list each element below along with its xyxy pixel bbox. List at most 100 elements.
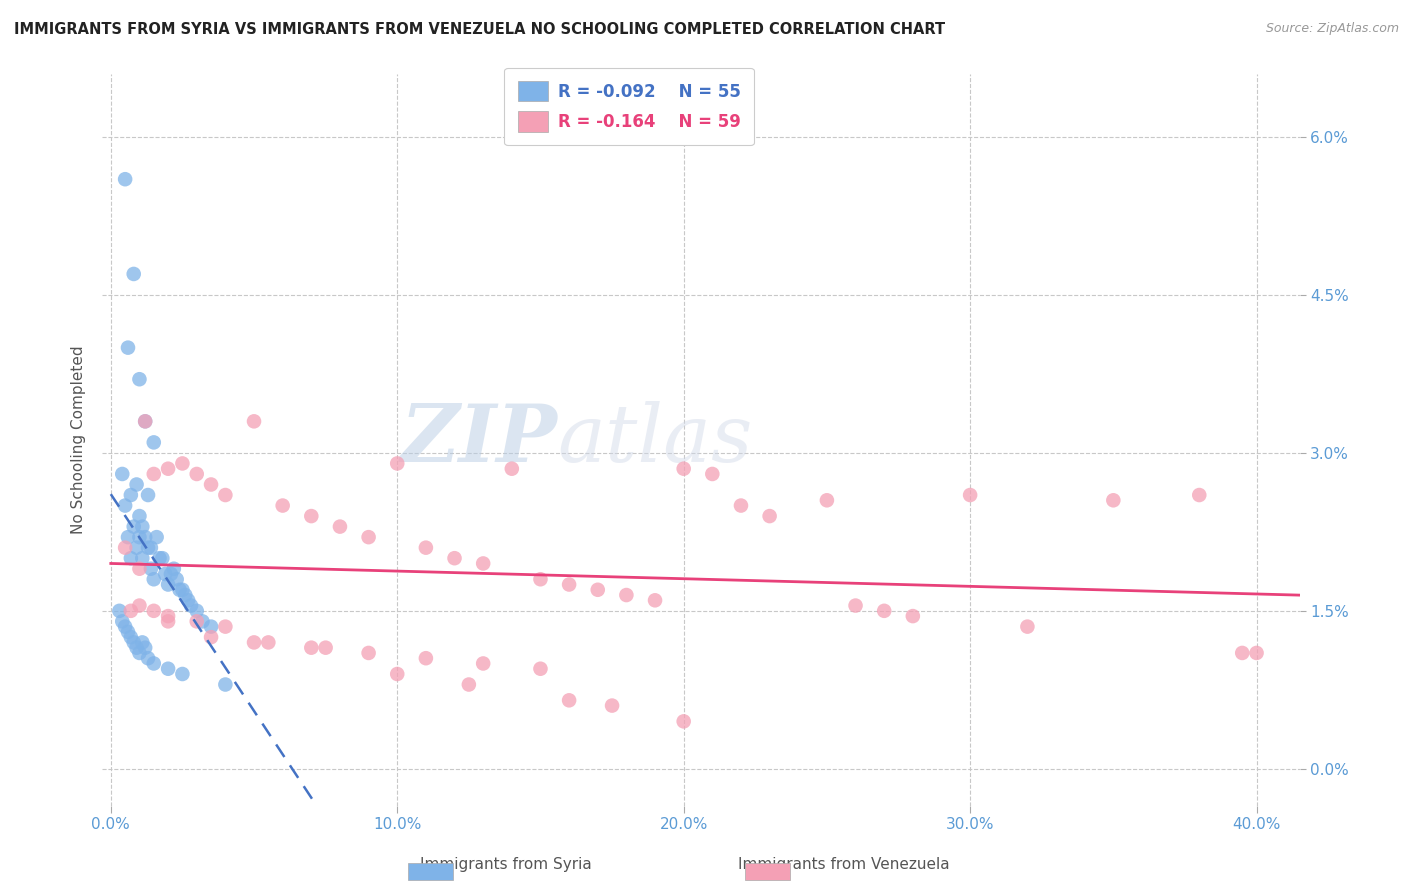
Point: [122, 519, 145, 533]
Point: [1102, 493, 1125, 508]
Point: [959, 488, 981, 502]
Point: [155, 566, 177, 581]
Point: [128, 646, 150, 660]
Point: [114, 541, 136, 555]
Point: [214, 488, 236, 502]
Point: [844, 599, 866, 613]
Point: [128, 530, 150, 544]
Point: [1188, 488, 1211, 502]
Point: [299, 640, 322, 655]
Point: [157, 577, 180, 591]
Point: [186, 604, 208, 618]
Point: [200, 619, 222, 633]
Point: [174, 588, 197, 602]
Point: [200, 477, 222, 491]
Point: [139, 562, 162, 576]
Point: [166, 572, 188, 586]
Point: [134, 414, 156, 428]
Point: [157, 461, 180, 475]
Point: [136, 541, 159, 555]
Point: [815, 493, 838, 508]
Point: [758, 509, 780, 524]
Point: [180, 599, 202, 613]
Point: [150, 551, 173, 566]
Point: [142, 657, 165, 671]
Point: [1232, 646, 1254, 660]
Point: [120, 604, 142, 618]
Point: [122, 267, 145, 281]
Text: IMMIGRANTS FROM SYRIA VS IMMIGRANTS FROM VENEZUELA NO SCHOOLING COMPLETED CORREL: IMMIGRANTS FROM SYRIA VS IMMIGRANTS FROM…: [14, 22, 945, 37]
Point: [120, 488, 142, 502]
Point: [142, 572, 165, 586]
Point: [243, 635, 266, 649]
Point: [644, 593, 666, 607]
Point: [672, 714, 695, 729]
Point: [257, 635, 280, 649]
Point: [128, 599, 150, 613]
Point: [160, 566, 183, 581]
Point: [136, 651, 159, 665]
Point: [139, 541, 162, 555]
Point: [172, 582, 194, 597]
Point: [271, 499, 294, 513]
Point: [901, 609, 924, 624]
Point: [128, 372, 150, 386]
Text: atlas: atlas: [557, 401, 752, 478]
Point: [672, 461, 695, 475]
Legend: R = -0.092    N = 55, R = -0.164    N = 59: R = -0.092 N = 55, R = -0.164 N = 59: [505, 68, 754, 145]
Point: [501, 461, 523, 475]
Point: [131, 551, 153, 566]
Point: [172, 457, 194, 471]
Point: [122, 635, 145, 649]
Point: [117, 530, 139, 544]
Point: [114, 172, 136, 186]
Point: [457, 677, 479, 691]
Point: [120, 630, 142, 644]
Point: [128, 562, 150, 576]
Point: [600, 698, 623, 713]
Point: [873, 604, 896, 618]
Point: [186, 615, 208, 629]
Point: [558, 693, 581, 707]
Point: [191, 615, 214, 629]
Point: [387, 457, 409, 471]
Point: [114, 499, 136, 513]
Text: Immigrants from Venezuela: Immigrants from Venezuela: [738, 857, 949, 872]
Point: [148, 551, 170, 566]
Text: ZIP: ZIP: [401, 401, 557, 478]
Point: [200, 630, 222, 644]
Point: [243, 414, 266, 428]
Point: [315, 640, 337, 655]
Point: [111, 615, 134, 629]
Point: [443, 551, 465, 566]
Point: [730, 499, 752, 513]
Point: [357, 646, 380, 660]
Point: [186, 467, 208, 481]
Point: [472, 657, 495, 671]
Point: [163, 562, 186, 576]
Point: [529, 662, 551, 676]
Point: [472, 557, 495, 571]
Point: [172, 667, 194, 681]
Point: [214, 677, 236, 691]
Point: [177, 593, 200, 607]
Point: [117, 624, 139, 639]
Point: [117, 341, 139, 355]
Point: [136, 488, 159, 502]
Point: [142, 467, 165, 481]
Point: [586, 582, 609, 597]
Point: [157, 662, 180, 676]
Point: [157, 609, 180, 624]
Point: [134, 530, 156, 544]
Point: [529, 572, 551, 586]
Point: [299, 509, 322, 524]
Y-axis label: No Schooling Completed: No Schooling Completed: [72, 345, 86, 534]
Point: [128, 509, 150, 524]
Point: [125, 477, 148, 491]
Point: [111, 467, 134, 481]
Point: [157, 615, 180, 629]
Point: [415, 541, 437, 555]
Point: [1246, 646, 1268, 660]
Point: [114, 619, 136, 633]
Point: [387, 667, 409, 681]
